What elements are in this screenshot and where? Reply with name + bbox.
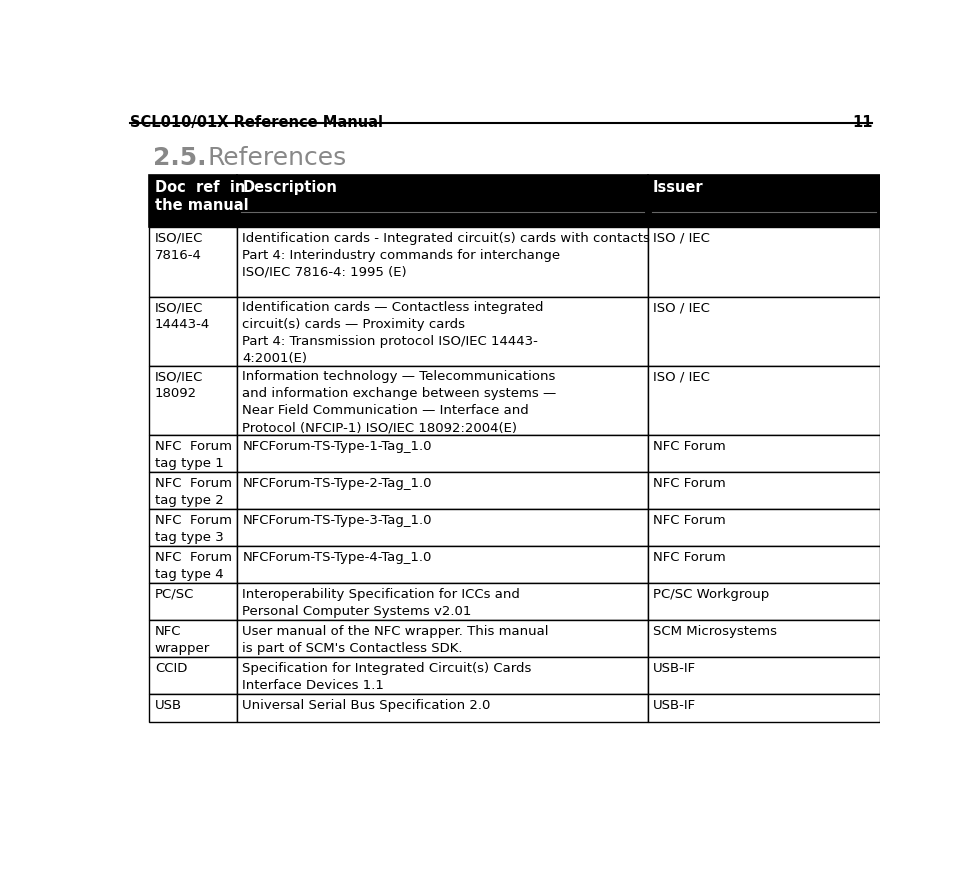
Text: NFCForum-TS-Type-4-Tag_1.0: NFCForum-TS-Type-4-Tag_1.0: [242, 551, 431, 564]
Bar: [149, 620, 236, 656]
Bar: [149, 583, 236, 620]
Text: NFC  Forum
tag type 4: NFC Forum tag type 4: [154, 551, 232, 581]
Text: Description: Description: [242, 180, 337, 195]
Bar: [236, 227, 647, 297]
Text: ISO/IEC
7816-4: ISO/IEC 7816-4: [154, 232, 203, 262]
Text: USB-IF: USB-IF: [653, 662, 696, 675]
Text: NFCForum-TS-Type-3-Tag_1.0: NFCForum-TS-Type-3-Tag_1.0: [242, 514, 432, 527]
Bar: [149, 227, 236, 297]
Text: Doc  ref  in
the manual: Doc ref in the manual: [154, 180, 248, 213]
Bar: [149, 366, 236, 435]
Text: NFC  Forum
tag type 2: NFC Forum tag type 2: [154, 477, 232, 507]
Bar: [647, 509, 879, 546]
Text: NFC Forum: NFC Forum: [653, 514, 725, 527]
Text: 11: 11: [851, 114, 871, 130]
Text: Interoperability Specification for ICCs and
Personal Computer Systems v2.01: Interoperability Specification for ICCs …: [242, 588, 520, 618]
Text: ISO / IEC: ISO / IEC: [653, 301, 709, 314]
Text: ISO/IEC
14443-4: ISO/IEC 14443-4: [154, 301, 210, 331]
Text: NFC
wrapper: NFC wrapper: [154, 625, 210, 655]
Bar: [647, 175, 879, 227]
Text: Identification cards - Integrated circuit(s) cards with contacts
Part 4: Interin: Identification cards - Integrated circui…: [242, 232, 650, 279]
Bar: [647, 435, 879, 472]
Text: Identification cards — Contactless integrated
circuit(s) cards — Proximity cards: Identification cards — Contactless integ…: [242, 301, 543, 365]
Text: NFC Forum: NFC Forum: [653, 440, 725, 453]
Bar: [236, 693, 647, 722]
Bar: [647, 583, 879, 620]
Bar: [236, 472, 647, 509]
Bar: [149, 435, 236, 472]
Bar: [647, 366, 879, 435]
Bar: [647, 227, 879, 297]
Text: NFCForum-TS-Type-2-Tag_1.0: NFCForum-TS-Type-2-Tag_1.0: [242, 477, 432, 490]
Text: ISO/IEC
18092: ISO/IEC 18092: [154, 370, 203, 400]
Bar: [236, 583, 647, 620]
Bar: [236, 435, 647, 472]
Text: SCL010/01X Reference Manual: SCL010/01X Reference Manual: [130, 114, 383, 130]
Bar: [236, 620, 647, 656]
Text: NFC  Forum
tag type 3: NFC Forum tag type 3: [154, 514, 232, 544]
Bar: [149, 472, 236, 509]
Bar: [647, 546, 879, 583]
Bar: [149, 693, 236, 722]
Bar: [647, 693, 879, 722]
Bar: [149, 175, 236, 227]
Text: ISO / IEC: ISO / IEC: [653, 370, 709, 384]
Text: USB-IF: USB-IF: [653, 699, 696, 712]
Text: Information technology — Telecommunications
and information exchange between sys: Information technology — Telecommunicati…: [242, 370, 556, 435]
Bar: [236, 656, 647, 693]
Bar: [236, 509, 647, 546]
Bar: [236, 366, 647, 435]
Text: ISO / IEC: ISO / IEC: [653, 232, 709, 245]
Text: 2.5.: 2.5.: [153, 145, 206, 170]
Bar: [647, 472, 879, 509]
Text: NFCForum-TS-Type-1-Tag_1.0: NFCForum-TS-Type-1-Tag_1.0: [242, 440, 432, 453]
Text: NFC  Forum
tag type 1: NFC Forum tag type 1: [154, 440, 232, 470]
Bar: [149, 546, 236, 583]
Text: NFC Forum: NFC Forum: [653, 477, 725, 490]
Text: Specification for Integrated Circuit(s) Cards
Interface Devices 1.1: Specification for Integrated Circuit(s) …: [242, 662, 531, 692]
Text: References: References: [207, 145, 347, 170]
Bar: [647, 656, 879, 693]
Bar: [149, 297, 236, 366]
Bar: [149, 509, 236, 546]
Text: NFC Forum: NFC Forum: [653, 551, 725, 564]
Bar: [236, 297, 647, 366]
Text: PC/SC Workgroup: PC/SC Workgroup: [653, 588, 769, 601]
Text: Issuer: Issuer: [653, 180, 703, 195]
Text: CCID: CCID: [154, 662, 187, 675]
Bar: [647, 297, 879, 366]
Text: SCM Microsystems: SCM Microsystems: [653, 625, 777, 638]
Bar: [149, 656, 236, 693]
Text: Universal Serial Bus Specification 2.0: Universal Serial Bus Specification 2.0: [242, 699, 490, 712]
Text: USB: USB: [154, 699, 182, 712]
Text: PC/SC: PC/SC: [154, 588, 194, 601]
Bar: [236, 175, 647, 227]
Bar: [236, 546, 647, 583]
Text: User manual of the NFC wrapper. This manual
is part of SCM's Contactless SDK.: User manual of the NFC wrapper. This man…: [242, 625, 548, 655]
Bar: [647, 620, 879, 656]
